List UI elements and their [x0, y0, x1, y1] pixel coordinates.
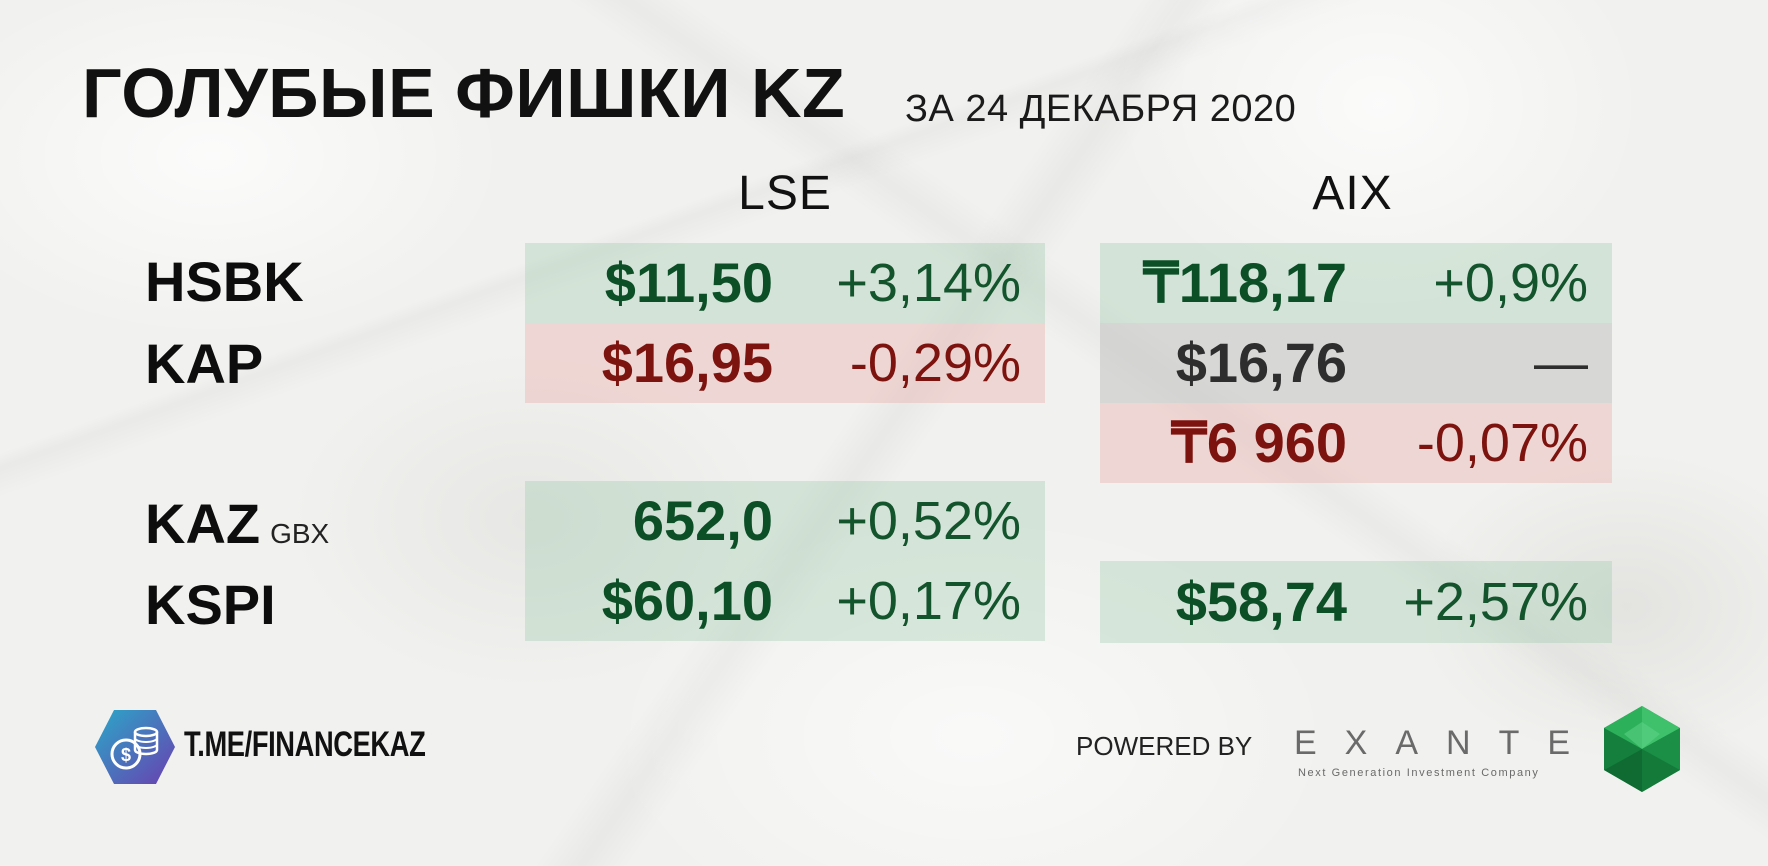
coins-dollar-icon: $: [95, 710, 175, 784]
ticker-hsbk: HSBK: [145, 254, 304, 310]
quote-change: -0,07%: [1416, 413, 1588, 473]
ticker-label: KSPI: [145, 573, 276, 636]
quote-price: $16,95: [601, 331, 773, 394]
quote-change: -0,29%: [849, 333, 1021, 393]
quote-price: $58,74: [1175, 570, 1347, 633]
quote-cell-kspi-aix: $58,74 +2,57%: [1100, 561, 1612, 643]
brand-name: EXANTE: [1294, 724, 1599, 762]
quote-change: +0,9%: [1433, 253, 1588, 313]
svg-text:$: $: [121, 745, 131, 765]
ticker-kspi: KSPI: [145, 577, 276, 633]
quote-change: +3,14%: [836, 253, 1021, 313]
powered-by-label: POWERED BY: [1076, 731, 1253, 761]
ticker-label: KAZ: [145, 492, 261, 555]
page-date: ЗА 24 ДЕКАБРЯ 2020: [905, 88, 1297, 130]
ticker-kaz: KAZ GBX: [145, 496, 329, 552]
ticker-kap: KAP: [145, 336, 263, 392]
quote-price: ₸6 960: [1171, 411, 1347, 474]
quote-price: ₸118,17: [1143, 251, 1347, 314]
quote-cell-kap-aix-tenge: ₸6 960 -0,07%: [1100, 403, 1612, 483]
quote-cell-kaz-lse: 652,0 +0,52%: [525, 481, 1045, 561]
ticker-currency-suffix: GBX: [270, 518, 330, 549]
ticker-label: KAP: [145, 332, 264, 395]
quote-cell-hsbk-lse: $11,50 +3,14%: [525, 243, 1045, 323]
channel-link[interactable]: T.ME/FINANCEKAZ: [184, 725, 426, 764]
quote-price: 652,0: [632, 489, 773, 552]
quote-change: +0,52%: [836, 491, 1021, 551]
quote-price: $16,76: [1175, 331, 1347, 394]
brand-tagline: Next Generation Investment Company: [1298, 767, 1540, 779]
quote-change: +0,17%: [836, 571, 1021, 631]
quote-price: $11,50: [604, 251, 773, 314]
ticker-label: HSBK: [145, 250, 304, 313]
quote-cell-kap-lse: $16,95 -0,29%: [525, 323, 1045, 403]
exchange-header-aix: AIX: [1312, 167, 1393, 220]
quote-price: $60,10: [601, 569, 773, 632]
quote-change: —: [1534, 333, 1588, 393]
green-gem-icon: [1604, 706, 1680, 792]
quote-cell-kap-aix: $16,76 —: [1100, 323, 1612, 403]
quote-change: +2,57%: [1403, 572, 1588, 632]
exchange-header-lse: LSE: [738, 167, 832, 220]
quote-cell-kspi-lse: $60,10 +0,17%: [525, 561, 1045, 641]
quote-cell-hsbk-aix: ₸118,17 +0,9%: [1100, 243, 1612, 323]
page-title: ГОЛУБЫЕ ФИШКИ KZ: [82, 54, 846, 132]
